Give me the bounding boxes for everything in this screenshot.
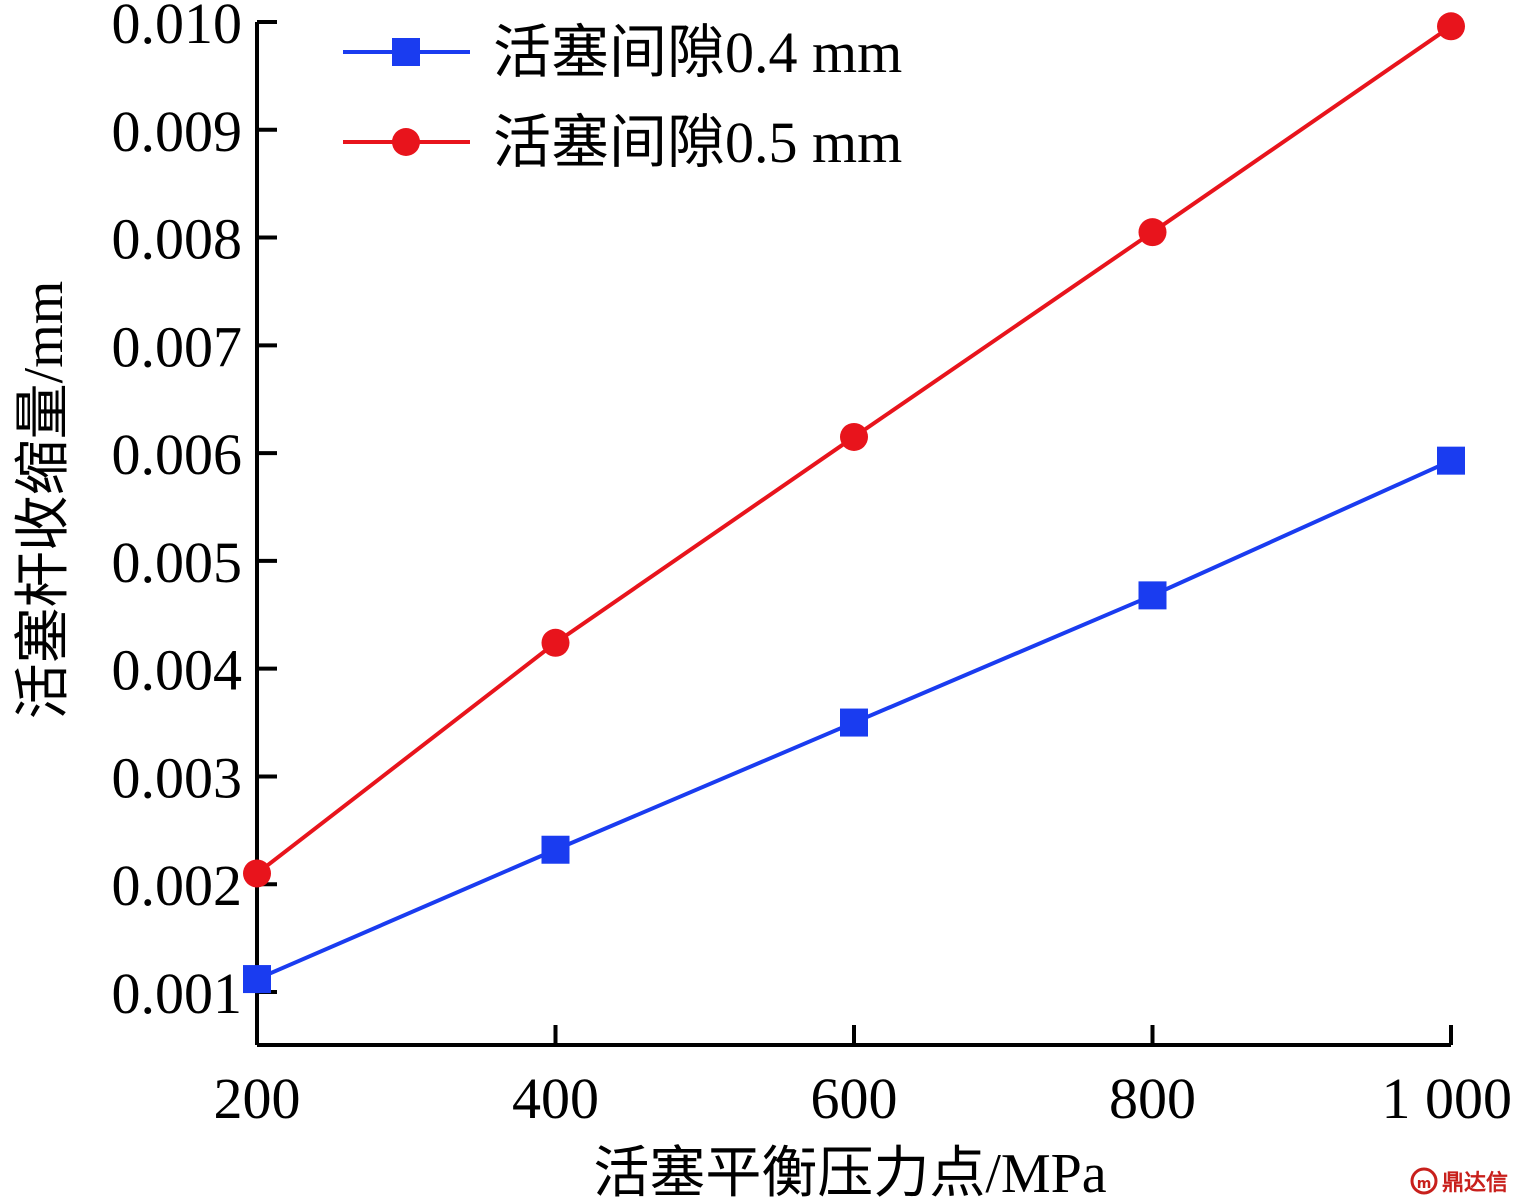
y-tick-label: 0.009 [112, 99, 243, 164]
data-point-square [541, 835, 570, 864]
y-tick-label: 0.003 [112, 745, 243, 810]
legend-marker-circle [392, 128, 420, 156]
watermark-text: 鼎达信 [1442, 1170, 1508, 1196]
y-axis-title: 活塞杆收缩量/mm [13, 281, 75, 720]
x-tick-label: 200 [214, 1066, 301, 1131]
data-point-square [243, 965, 271, 994]
legend-label: 活塞间隙0.5 mm [493, 110, 902, 175]
x-tick-label: 600 [811, 1066, 898, 1131]
data-point-square [1138, 581, 1167, 610]
watermark-glyph: m [1417, 1176, 1432, 1192]
y-ticks: 0.001 0.002 0.003 0.004 0.005 0.006 0.007 0.008… [112, 0, 277, 1026]
legend: 活塞间隙0.4 mm 活塞间隙0.5 mm [343, 20, 902, 175]
legend-label: 活塞间隙0.4 mm [493, 20, 902, 85]
y-tick-label: 0.010 [112, 0, 243, 56]
legend-marker-square [392, 38, 420, 66]
y-tick-label: 0.004 [112, 638, 243, 703]
data-point-circle [840, 422, 868, 451]
data-point-square [840, 708, 868, 737]
y-tick-label: 0.006 [112, 422, 243, 487]
y-tick-label: 0.002 [112, 853, 243, 918]
x-ticks: 200 400 600 800 1 000 [214, 1025, 1513, 1131]
y-tick-label: 0.007 [112, 314, 243, 379]
data-point-circle [1138, 218, 1167, 247]
data-point-square [1437, 446, 1465, 475]
y-tick-label: 0.001 [112, 961, 243, 1026]
data-point-circle [243, 859, 271, 888]
data-point-circle [541, 628, 570, 657]
logo-icon [1410, 1167, 1438, 1195]
y-tick-label: 0.005 [112, 530, 243, 595]
watermark: m 鼎达信 [1410, 1167, 1508, 1196]
x-axis-title: 活塞平衡压力点/MPa [593, 1143, 1106, 1203]
axes [255, 22, 1451, 1047]
x-tick-label: 800 [1109, 1066, 1196, 1131]
data-point-circle [1437, 12, 1465, 41]
x-tick-label: 400 [512, 1066, 599, 1131]
x-tick-label: 1 000 [1382, 1066, 1513, 1131]
series-markers [243, 12, 1465, 994]
y-tick-label: 0.008 [112, 207, 243, 272]
